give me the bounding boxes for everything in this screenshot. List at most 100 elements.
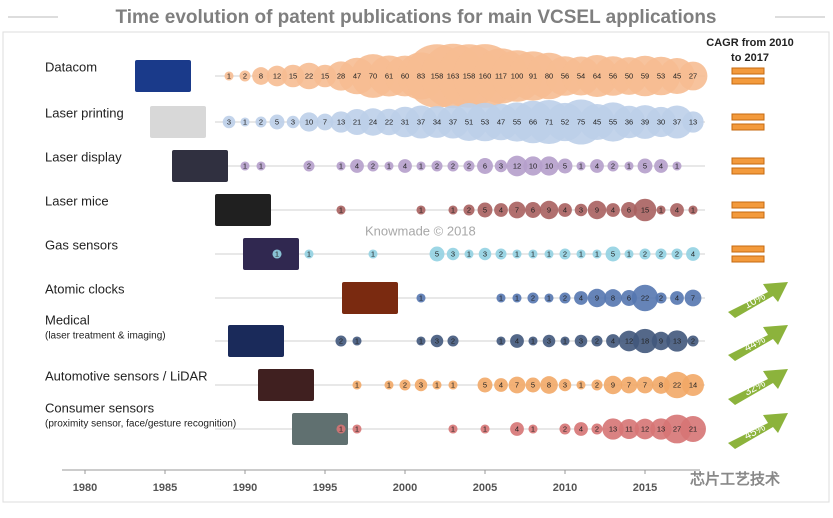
bubble xyxy=(587,200,607,220)
bubble xyxy=(335,335,347,347)
bubble xyxy=(632,328,658,354)
bubble xyxy=(621,202,637,218)
bubble xyxy=(336,161,346,171)
bubble-label: 22 xyxy=(641,293,649,302)
bubble-label: 15 xyxy=(289,71,297,80)
bubble xyxy=(416,205,426,215)
bubble-label: 158 xyxy=(463,71,476,80)
series-note: (laser treatment & imaging) xyxy=(45,331,166,342)
x-tick-label: 1980 xyxy=(73,482,97,494)
bubble xyxy=(576,249,586,259)
bubble xyxy=(587,288,607,308)
bubble-label: 2 xyxy=(451,336,455,345)
bubble xyxy=(636,376,654,394)
bubble xyxy=(508,201,526,219)
bubble-label: 160 xyxy=(479,71,492,80)
bubble xyxy=(633,198,657,222)
bubble-label: 2 xyxy=(371,161,375,170)
bubble-label: 4 xyxy=(595,161,599,170)
bubble xyxy=(269,114,285,130)
bubble-label: 1 xyxy=(419,293,423,302)
bubble-label: 2 xyxy=(467,161,471,170)
bubble-label: 1 xyxy=(531,424,535,433)
bubble-label: 4 xyxy=(563,205,567,214)
bubble-label: 3 xyxy=(419,380,423,389)
bubble xyxy=(559,423,571,435)
bubble-label: 1 xyxy=(499,293,503,302)
bubble-label: 1 xyxy=(355,380,359,389)
bubble-label: 2 xyxy=(531,293,535,302)
bubble-label: 18 xyxy=(641,336,649,345)
bubble xyxy=(477,202,493,218)
bubble xyxy=(416,336,426,346)
bubble-label: 60 xyxy=(401,71,409,80)
bubble-label: 37 xyxy=(449,117,457,126)
bubble-label: 66 xyxy=(529,117,537,126)
cagr-flat-icon xyxy=(731,245,765,253)
bubble-label: 2 xyxy=(595,380,599,389)
bubble xyxy=(604,289,622,307)
bubble-label: 24 xyxy=(369,117,377,126)
bubble-label: 13 xyxy=(673,336,681,345)
cagr-flat-icon xyxy=(731,157,765,165)
bubble xyxy=(558,203,572,217)
bubble xyxy=(680,416,706,442)
bubble-label: 75 xyxy=(577,117,585,126)
x-tick-label: 1990 xyxy=(233,482,257,494)
source-mark: 芯片工艺技术 xyxy=(690,470,780,488)
bubble-label: 1 xyxy=(691,205,695,214)
bubble-label: 3 xyxy=(227,117,231,126)
bubble xyxy=(508,376,526,394)
bubble-label: 5 xyxy=(483,205,487,214)
bubble-label: 7 xyxy=(515,205,519,214)
bubble xyxy=(431,160,443,172)
bubble xyxy=(620,376,638,394)
bubble xyxy=(591,335,603,347)
bubble-label: 9 xyxy=(547,205,551,214)
bubble-label: 22 xyxy=(385,117,393,126)
bubble xyxy=(416,293,426,303)
bubble-label: 1 xyxy=(579,161,583,170)
bubble xyxy=(624,161,634,171)
bubble xyxy=(432,380,442,390)
bubble-label: 9 xyxy=(659,336,663,345)
bubble xyxy=(528,336,538,346)
bubble-label: 1 xyxy=(355,336,359,345)
bubble-label: 1 xyxy=(419,205,423,214)
frame xyxy=(2,31,830,503)
x-tick-label: 2015 xyxy=(633,482,657,494)
bubble-label: 1 xyxy=(387,380,391,389)
bubble-label: 8 xyxy=(659,380,663,389)
bubble-label: 8 xyxy=(259,71,263,80)
bubble-label: 163 xyxy=(447,71,460,80)
bubble-label: 2 xyxy=(243,71,247,80)
bubble xyxy=(624,249,634,259)
bubble-label: 1 xyxy=(531,336,535,345)
bubble-label: 21 xyxy=(689,424,697,433)
cagr-arrow xyxy=(728,369,788,405)
bubble-label: 12 xyxy=(273,71,281,80)
bubble xyxy=(539,200,559,220)
bubble-label: 64 xyxy=(593,71,601,80)
bubble xyxy=(666,330,688,352)
bubble xyxy=(560,336,570,346)
application-image xyxy=(258,369,314,401)
bubble-label: 2 xyxy=(659,249,663,258)
bubble-label: 37 xyxy=(673,117,681,126)
bubble-label: 4 xyxy=(675,293,679,302)
bubble xyxy=(303,160,315,172)
bubble xyxy=(350,159,364,173)
bubble-label: 1 xyxy=(419,336,423,345)
bubble xyxy=(256,161,266,171)
bubble-label: 2 xyxy=(675,249,679,258)
bubble-label: 1 xyxy=(499,336,503,345)
bubble-label: 53 xyxy=(657,71,665,80)
bubble xyxy=(603,375,623,395)
bubble-label: 22 xyxy=(305,71,313,80)
bubble xyxy=(464,249,474,259)
cagr-arrow xyxy=(728,325,788,361)
bubble-label: 2 xyxy=(259,117,263,126)
bubble xyxy=(525,377,541,393)
bubble-label: 28 xyxy=(337,71,345,80)
bubble xyxy=(688,205,698,215)
